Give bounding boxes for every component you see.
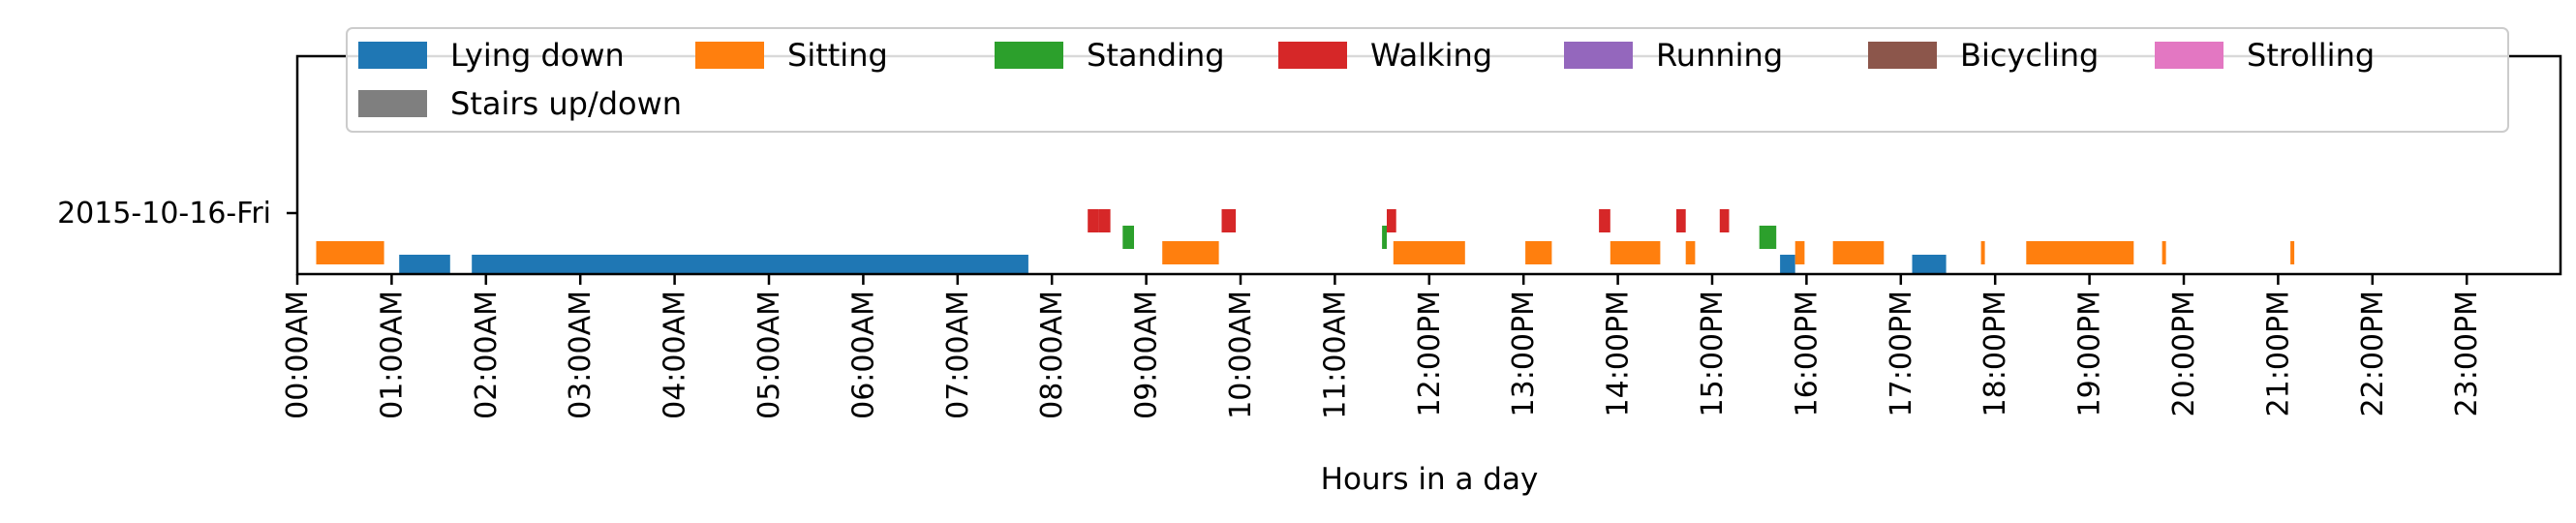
legend-label: Bicycling: [1960, 37, 2099, 74]
legend-swatch: [358, 90, 427, 117]
activity-bar-lying-down: [399, 255, 450, 274]
activity-bar-sitting: [316, 241, 352, 264]
x-tick-label: 04:00AM: [659, 291, 692, 419]
x-tick-label: 07:00AM: [941, 291, 975, 419]
legend-label: Sitting: [787, 37, 888, 74]
y-tick-label: 2015-10-16-Fri: [57, 197, 271, 231]
x-tick-label: 09:00AM: [1130, 291, 1164, 419]
x-tick-label: 02:00AM: [470, 291, 504, 419]
x-axis: 00:00AM 01:00AM 02:00AM 03:00AM 04:00AM 05:00…: [281, 274, 2484, 419]
legend-swatch: [995, 42, 1063, 69]
legend-swatch: [1278, 42, 1347, 69]
legend: Lying down Sitting Standing Walking Running B…: [346, 27, 2509, 133]
x-tick-label: 17:00PM: [1885, 291, 1918, 416]
activity-bar-sitting: [2026, 241, 2134, 264]
legend-swatch: [1868, 42, 1937, 69]
x-tick-label: 06:00AM: [846, 291, 880, 419]
activity-bar-walking: [1599, 209, 1610, 232]
x-tick-label: 18:00PM: [1978, 291, 2012, 416]
activity-bar-sitting: [1794, 241, 1805, 264]
x-tick-label: 14:00PM: [1602, 291, 1636, 416]
legend-swatch: [1564, 42, 1633, 69]
x-tick-label: 15:00PM: [1696, 291, 1730, 416]
x-axis-title: Hours in a day: [1321, 462, 1539, 497]
legend-label: Strolling: [2247, 37, 2375, 74]
activity-bar-sitting: [2290, 241, 2295, 264]
activity-bar-sitting: [1610, 241, 1661, 264]
activity-bar-walking: [1719, 209, 1730, 232]
activity-bar-sitting: [2162, 241, 2166, 264]
legend-swatch: [358, 42, 427, 69]
activity-bars: [316, 209, 2295, 274]
x-tick-label: 16:00PM: [1790, 291, 1824, 416]
activity-bar-walking: [1676, 209, 1686, 232]
legend-label: Stairs up/down: [450, 85, 682, 122]
y-axis: 2015-10-16-Fri: [57, 197, 297, 231]
x-tick-label: 08:00AM: [1035, 291, 1069, 419]
x-tick-label: 05:00AM: [752, 291, 786, 419]
x-tick-label: 03:00AM: [564, 291, 598, 419]
activity-bar-lying-down: [1780, 255, 1795, 274]
activity-bar-sitting: [1980, 241, 1985, 264]
x-tick-label: 11:00AM: [1318, 291, 1352, 419]
x-tick-label: 21:00PM: [2261, 291, 2295, 416]
activity-bar-walking: [1098, 209, 1111, 232]
legend-swatch: [2155, 42, 2223, 69]
activity-bar-walking: [1221, 209, 1237, 232]
activity-bar-standing: [1122, 226, 1134, 249]
x-tick-label: 23:00PM: [2450, 291, 2484, 416]
x-tick-label: 10:00AM: [1224, 291, 1258, 419]
x-tick-label: 19:00PM: [2073, 291, 2107, 416]
activity-bar-sitting: [1685, 241, 1696, 264]
x-tick-label: 12:00PM: [1413, 291, 1447, 416]
legend-label: Walking: [1370, 37, 1492, 74]
legend-label: Lying down: [450, 37, 625, 74]
legend-frame: [346, 27, 2509, 133]
activity-bar-sitting: [1162, 241, 1219, 264]
x-tick-label: 13:00PM: [1507, 291, 1541, 416]
activity-bar-walking: [1387, 209, 1396, 232]
activity-bar-walking: [1088, 209, 1099, 232]
x-tick-label: 00:00AM: [281, 291, 315, 419]
x-tick-label: 22:00PM: [2356, 291, 2390, 416]
activity-bar-sitting: [1393, 241, 1465, 264]
legend-label: Running: [1656, 37, 1783, 74]
legend-label: Standing: [1087, 37, 1225, 74]
activity-bar-lying-down: [472, 255, 1028, 274]
activity-bar-sitting: [351, 241, 384, 264]
activity-bar-standing: [1382, 226, 1387, 249]
activity-bar-lying-down: [1912, 255, 1947, 274]
x-tick-label: 20:00PM: [2167, 291, 2201, 416]
legend-swatch: [695, 42, 764, 69]
activity-bar-sitting: [1525, 241, 1552, 264]
activity-bar-sitting: [1832, 241, 1885, 264]
x-tick-label: 01:00AM: [375, 291, 409, 419]
activity-bar-standing: [1759, 226, 1777, 249]
